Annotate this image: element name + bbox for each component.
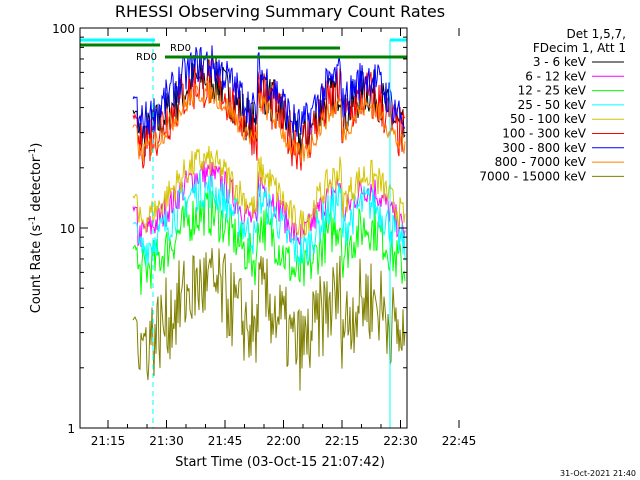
legend-label: 100 - 300 keV [502, 127, 586, 141]
legend-label: 25 - 50 keV [518, 98, 587, 112]
x-tick-label: 22:15 [325, 434, 360, 448]
legend-label: 6 - 12 keV [525, 69, 587, 83]
x-tick-label: 21:15 [91, 434, 126, 448]
y-tick-label: 10 [60, 222, 75, 236]
series-line [132, 45, 406, 139]
series-line [132, 145, 406, 239]
series-line [132, 190, 406, 295]
series-line [132, 80, 406, 164]
x-tick-label: 22:30 [383, 434, 418, 448]
x-tick-label: 22:00 [266, 434, 301, 448]
legend-label: 12 - 25 keV [518, 84, 587, 98]
legend-label: 7000 - 15000 keV [479, 169, 586, 183]
y-axis-label: Count Rate (s-1 detector-1) [28, 143, 44, 314]
x-tick-label: 22:45 [442, 434, 477, 448]
rd0-label: RD0 [170, 43, 191, 54]
legend-label: 800 - 7000 keV [495, 155, 587, 169]
y-axis: 1 10 100 [52, 22, 407, 436]
series-line [132, 170, 406, 267]
x-axis-label: Start Time (03-Oct-15 21:07:42) [175, 455, 385, 470]
series-line [132, 248, 406, 391]
chart-title: RHESSI Observing Summary Count Rates [115, 2, 445, 21]
legend-label: 50 - 100 keV [510, 112, 587, 126]
x-tick-label: 21:45 [208, 434, 243, 448]
footer-timestamp: 31-Oct-2021 21:40 [560, 469, 636, 478]
legend-header-1: Det 1,5,7, [567, 27, 627, 41]
x-tick-label: 21:30 [149, 434, 184, 448]
y-tick-label: 1 [67, 422, 75, 436]
legend-header-2: FDecim 1, Att 1 [533, 41, 626, 55]
legend-label: 300 - 800 keV [502, 141, 586, 155]
legend-label: 3 - 6 keV [533, 55, 587, 69]
plot-area: RD0 RD0 [79, 38, 407, 428]
y-tick-label: 100 [52, 22, 75, 36]
rd0-label: RD0 [136, 52, 157, 63]
x-axis: 21:15 21:30 21:45 22:00 22:15 22:30 22:45 [91, 28, 477, 448]
